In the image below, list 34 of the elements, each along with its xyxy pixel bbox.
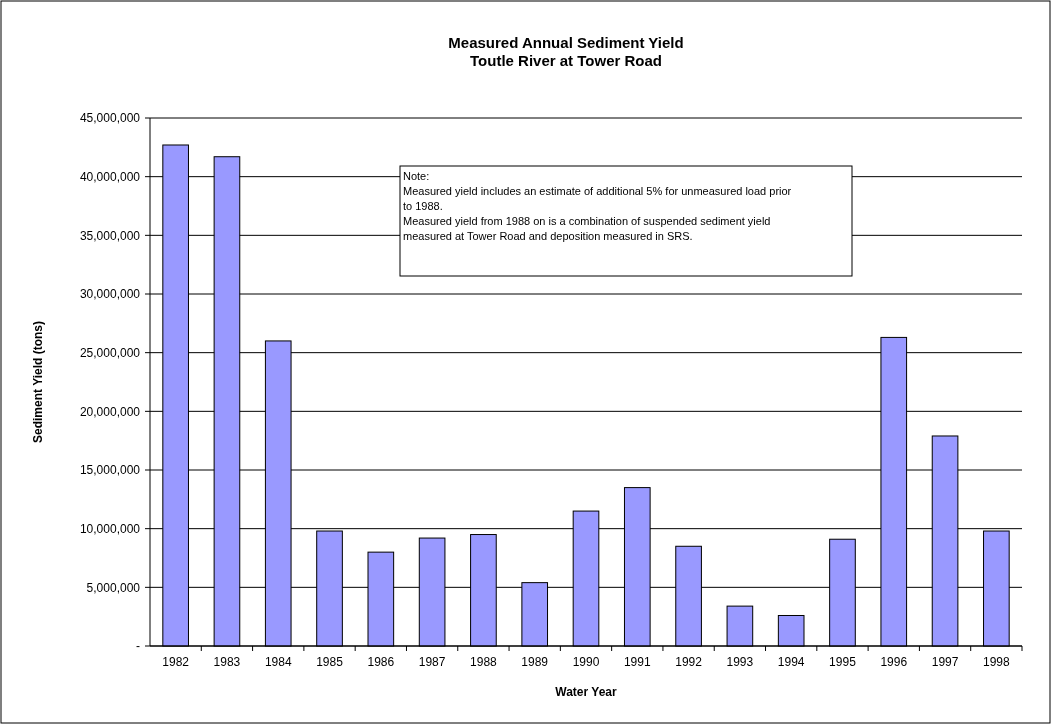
x-tick-label: 1987	[418, 655, 446, 669]
x-tick-label: 1993	[726, 655, 754, 669]
y-tick-label: 40,000,000	[79, 169, 141, 184]
y-tick-label: 45,000,000	[79, 111, 141, 126]
x-tick-label: 1988	[470, 655, 498, 669]
y-tick-label: 25,000,000	[79, 345, 141, 360]
x-tick-label: 1983	[213, 655, 241, 669]
x-tick-label: 1986	[367, 655, 395, 669]
x-tick-label: 1996	[880, 655, 908, 669]
x-tick-label: 1997	[931, 655, 959, 669]
y-tick-label: 30,000,000	[79, 287, 141, 302]
x-tick-label: 1998	[983, 655, 1011, 669]
y-tick-label: 10,000,000	[79, 521, 141, 536]
y-tick-label: 5,000,000	[86, 580, 141, 595]
y-tick-label: 35,000,000	[79, 228, 141, 243]
x-tick-label: 1992	[675, 655, 703, 669]
y-tick-label: 15,000,000	[79, 463, 141, 478]
x-tick-label: 1994	[777, 655, 805, 669]
annotation: Measured yield from 1988 on is a combination of suspended sediment yield measured at Tower Road and deposition measured in SRS.	[403, 215, 771, 242]
annotation: Note:	[403, 170, 430, 182]
y-tick-label: 20,000,000	[79, 404, 141, 419]
note-box: Note: Measured yield includes an estimate of additional 5% for unmeasured load prior to 1988. Measured yield from 1988 on is a combination of suspended sediment yield measured at Tower Road and deposition measured in SRS.	[399, 165, 853, 277]
x-tick-label: 1984	[264, 655, 292, 669]
chart-title: Measured Annual Sediment Yield Toutle River at Tower Road	[448, 34, 684, 69]
x-tick-label: 1995	[829, 655, 857, 669]
x-tick-label: 1982	[162, 655, 190, 669]
y-tick-label: -	[136, 639, 140, 654]
x-tick-label: 1989	[521, 655, 549, 669]
annotation: Measured yield includes an estimate of additional 5% for unmeasured load prior to 1988.	[403, 185, 792, 212]
x-tick-label: 1990	[572, 655, 600, 669]
y-axis-title: Sediment Yield (tons)	[31, 320, 45, 444]
x-axis-title: Water Year	[555, 685, 618, 699]
x-tick-label: 1985	[316, 655, 344, 669]
x-tick-label: 1991	[623, 655, 651, 669]
